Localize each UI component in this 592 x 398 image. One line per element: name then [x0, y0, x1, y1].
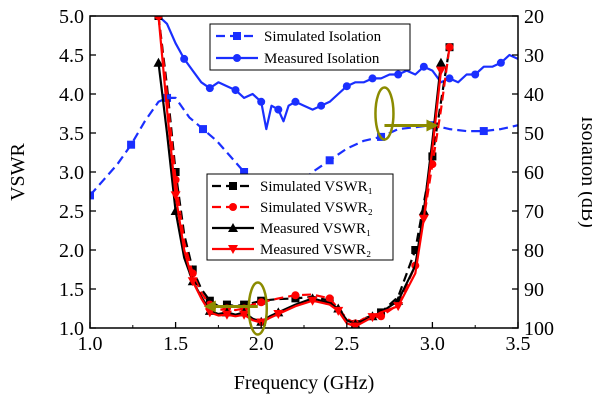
- legend-vswr-box: [206, 173, 394, 261]
- data-point: [411, 246, 420, 254]
- y-left-tick-label: 5.0: [59, 6, 84, 28]
- data-point: [257, 298, 266, 307]
- data-point: [445, 43, 454, 52]
- legend-entry-label: Simulated VSWR₂: [260, 200, 373, 216]
- y-left-tick-label: 1.0: [59, 318, 84, 340]
- data-point: [307, 296, 318, 306]
- legend-entry-label: Measured VSWR₂: [260, 242, 371, 258]
- legend-isolation: Simulated Isolation Measured Isolation: [209, 23, 411, 71]
- data-point: [273, 309, 284, 319]
- data-point: [153, 57, 164, 67]
- y-right-tick-label: 70: [524, 201, 544, 223]
- data-point: [180, 54, 189, 63]
- ticks-layer: 1.0 1.5 2.0 2.5 3.0 3.5 1.0 1.5 2.0 2.5 3.0 3.5 4.0 4…: [59, 6, 554, 355]
- series-line: [157, 16, 451, 326]
- legend-entry-label: Measured Isolation: [264, 51, 380, 67]
- legend-entry-label: Simulated Isolation: [264, 29, 382, 45]
- x-tick-label: 2.5: [334, 333, 359, 355]
- y-right-tick-label: 80: [524, 240, 544, 262]
- data-point: [291, 97, 300, 106]
- x-tick-label: 3.5: [506, 333, 531, 355]
- data-point: [257, 97, 266, 106]
- y-right-tick-label: 90: [524, 279, 544, 301]
- y-left-tick-label: 2.0: [59, 240, 84, 262]
- data-point: [393, 302, 404, 312]
- data-point: [198, 125, 207, 134]
- y-left-tick-label: 1.5: [59, 279, 84, 301]
- data-point: [418, 214, 429, 224]
- y-right-tick-label: 100: [524, 318, 554, 340]
- x-tick-label: 3.0: [420, 333, 445, 355]
- x-tick-label: 1.5: [163, 333, 188, 355]
- data-point: [445, 74, 454, 83]
- data-point: [291, 291, 300, 300]
- y-right-tick-label: 50: [524, 123, 544, 145]
- data-point: [90, 191, 94, 200]
- data-point: [239, 310, 250, 320]
- data-point: [274, 105, 283, 114]
- data-point: [435, 66, 446, 76]
- legend-entry-label: Simulated VSWR₁: [260, 179, 373, 195]
- series-layer: [90, 16, 518, 328]
- data-point: [240, 168, 249, 176]
- data-point: [350, 322, 361, 328]
- legend-swatch-marker: [229, 182, 237, 190]
- data-point: [342, 82, 351, 91]
- data-point: [419, 62, 428, 71]
- data-point: [325, 294, 334, 303]
- legend-swatch-marker: [233, 54, 241, 62]
- y-right-tick-label: 60: [524, 162, 544, 184]
- data-point: [471, 70, 480, 79]
- y-left-tick-label: 3.0: [59, 162, 84, 184]
- annotation-arrow-head: [203, 300, 216, 313]
- y-axis-left-title: VSWR: [7, 142, 29, 200]
- data-point: [479, 127, 488, 136]
- annotation-ellipse: [374, 86, 395, 141]
- data-point: [368, 74, 377, 83]
- y-left-tick-label: 4.5: [59, 45, 84, 67]
- data-point: [170, 191, 181, 201]
- data-point: [325, 156, 334, 165]
- legend-entry-label: Measured VSWR₁: [260, 221, 371, 237]
- legend-swatch-marker: [228, 223, 238, 232]
- y-left-tick-label: 2.5: [59, 201, 84, 223]
- annotation-arrow-head: [426, 119, 439, 132]
- y-axis-right-title: Isolation (dB): [577, 116, 592, 228]
- y-left-tick-label: 4.0: [59, 84, 84, 106]
- data-point: [435, 57, 446, 67]
- x-tick-label: 2.0: [249, 333, 274, 355]
- y-right-tick-label: 30: [524, 45, 544, 67]
- data-point: [333, 306, 344, 316]
- x-axis-title: Frequency (GHz): [234, 372, 375, 394]
- legend-swatch-marker: [229, 203, 237, 211]
- data-point: [221, 310, 232, 320]
- data-point: [155, 16, 162, 21]
- data-point: [127, 140, 136, 149]
- data-point: [231, 86, 240, 95]
- legend-vswr: Simulated VSWR₁ Simulated VSWR₂ Measured V…: [206, 173, 394, 261]
- y-left-tick-label: 3.5: [59, 123, 84, 145]
- data-point: [317, 101, 326, 110]
- data-point: [367, 313, 378, 323]
- y-right-tick-label: 20: [524, 6, 544, 28]
- y-right-tick-label: 40: [524, 84, 544, 106]
- series-1: [154, 16, 518, 131]
- x-tick-label: 1.0: [78, 333, 103, 355]
- annotation-ellipse: [247, 281, 269, 336]
- data-point: [187, 277, 198, 287]
- annotation-layer: [203, 86, 439, 336]
- legend-isolation-box: [209, 23, 411, 71]
- data-point: [496, 58, 505, 67]
- legend-swatch-marker: [233, 32, 241, 40]
- series-line: [157, 16, 518, 131]
- series-5: [155, 16, 446, 328]
- data-point: [205, 84, 214, 93]
- data-point: [394, 70, 403, 79]
- legend-swatch-marker: [228, 245, 238, 254]
